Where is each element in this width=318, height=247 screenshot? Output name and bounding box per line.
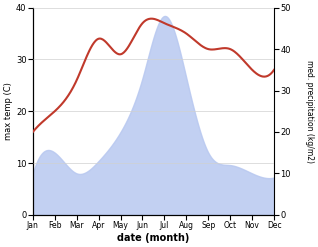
X-axis label: date (month): date (month)	[117, 233, 190, 243]
Y-axis label: med. precipitation (kg/m2): med. precipitation (kg/m2)	[305, 60, 314, 163]
Y-axis label: max temp (C): max temp (C)	[4, 82, 13, 140]
